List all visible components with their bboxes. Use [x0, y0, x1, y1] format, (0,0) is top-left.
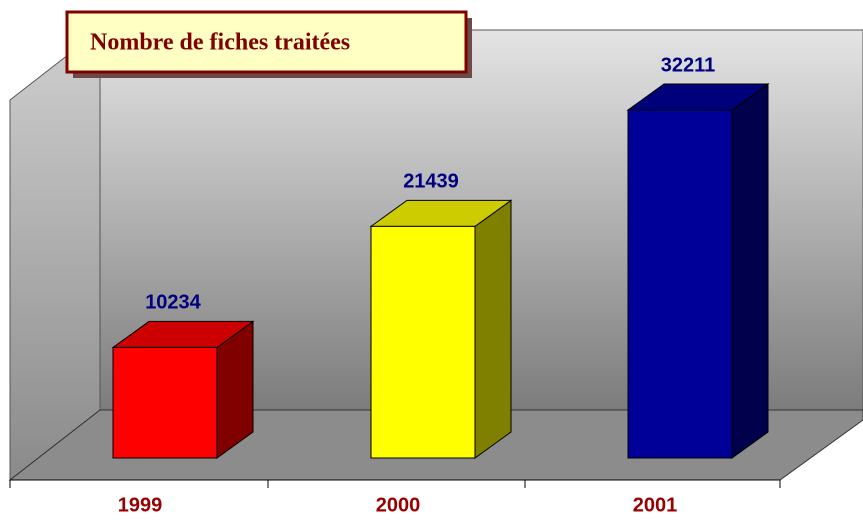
- title-box: [65, 10, 468, 74]
- bar-side: [474, 199, 512, 459]
- value-label: 10234: [145, 292, 201, 314]
- x-tick-label: 1999: [118, 494, 163, 516]
- bar: [111, 320, 255, 459]
- value-label: 21439: [403, 171, 459, 193]
- chart-title: Nombre de fiches traitées: [90, 30, 350, 56]
- bar: [626, 83, 770, 459]
- bar: [369, 199, 513, 459]
- bar-front: [370, 225, 476, 459]
- value-label: 32211: [661, 54, 716, 76]
- x-tick-label: 2001: [633, 494, 678, 516]
- bar-front: [112, 346, 218, 459]
- side-wall: [9, 28, 101, 482]
- bar-side: [731, 83, 769, 459]
- bars: [111, 83, 770, 459]
- x-tick-label: 2000: [376, 494, 421, 516]
- bar-front: [627, 109, 733, 459]
